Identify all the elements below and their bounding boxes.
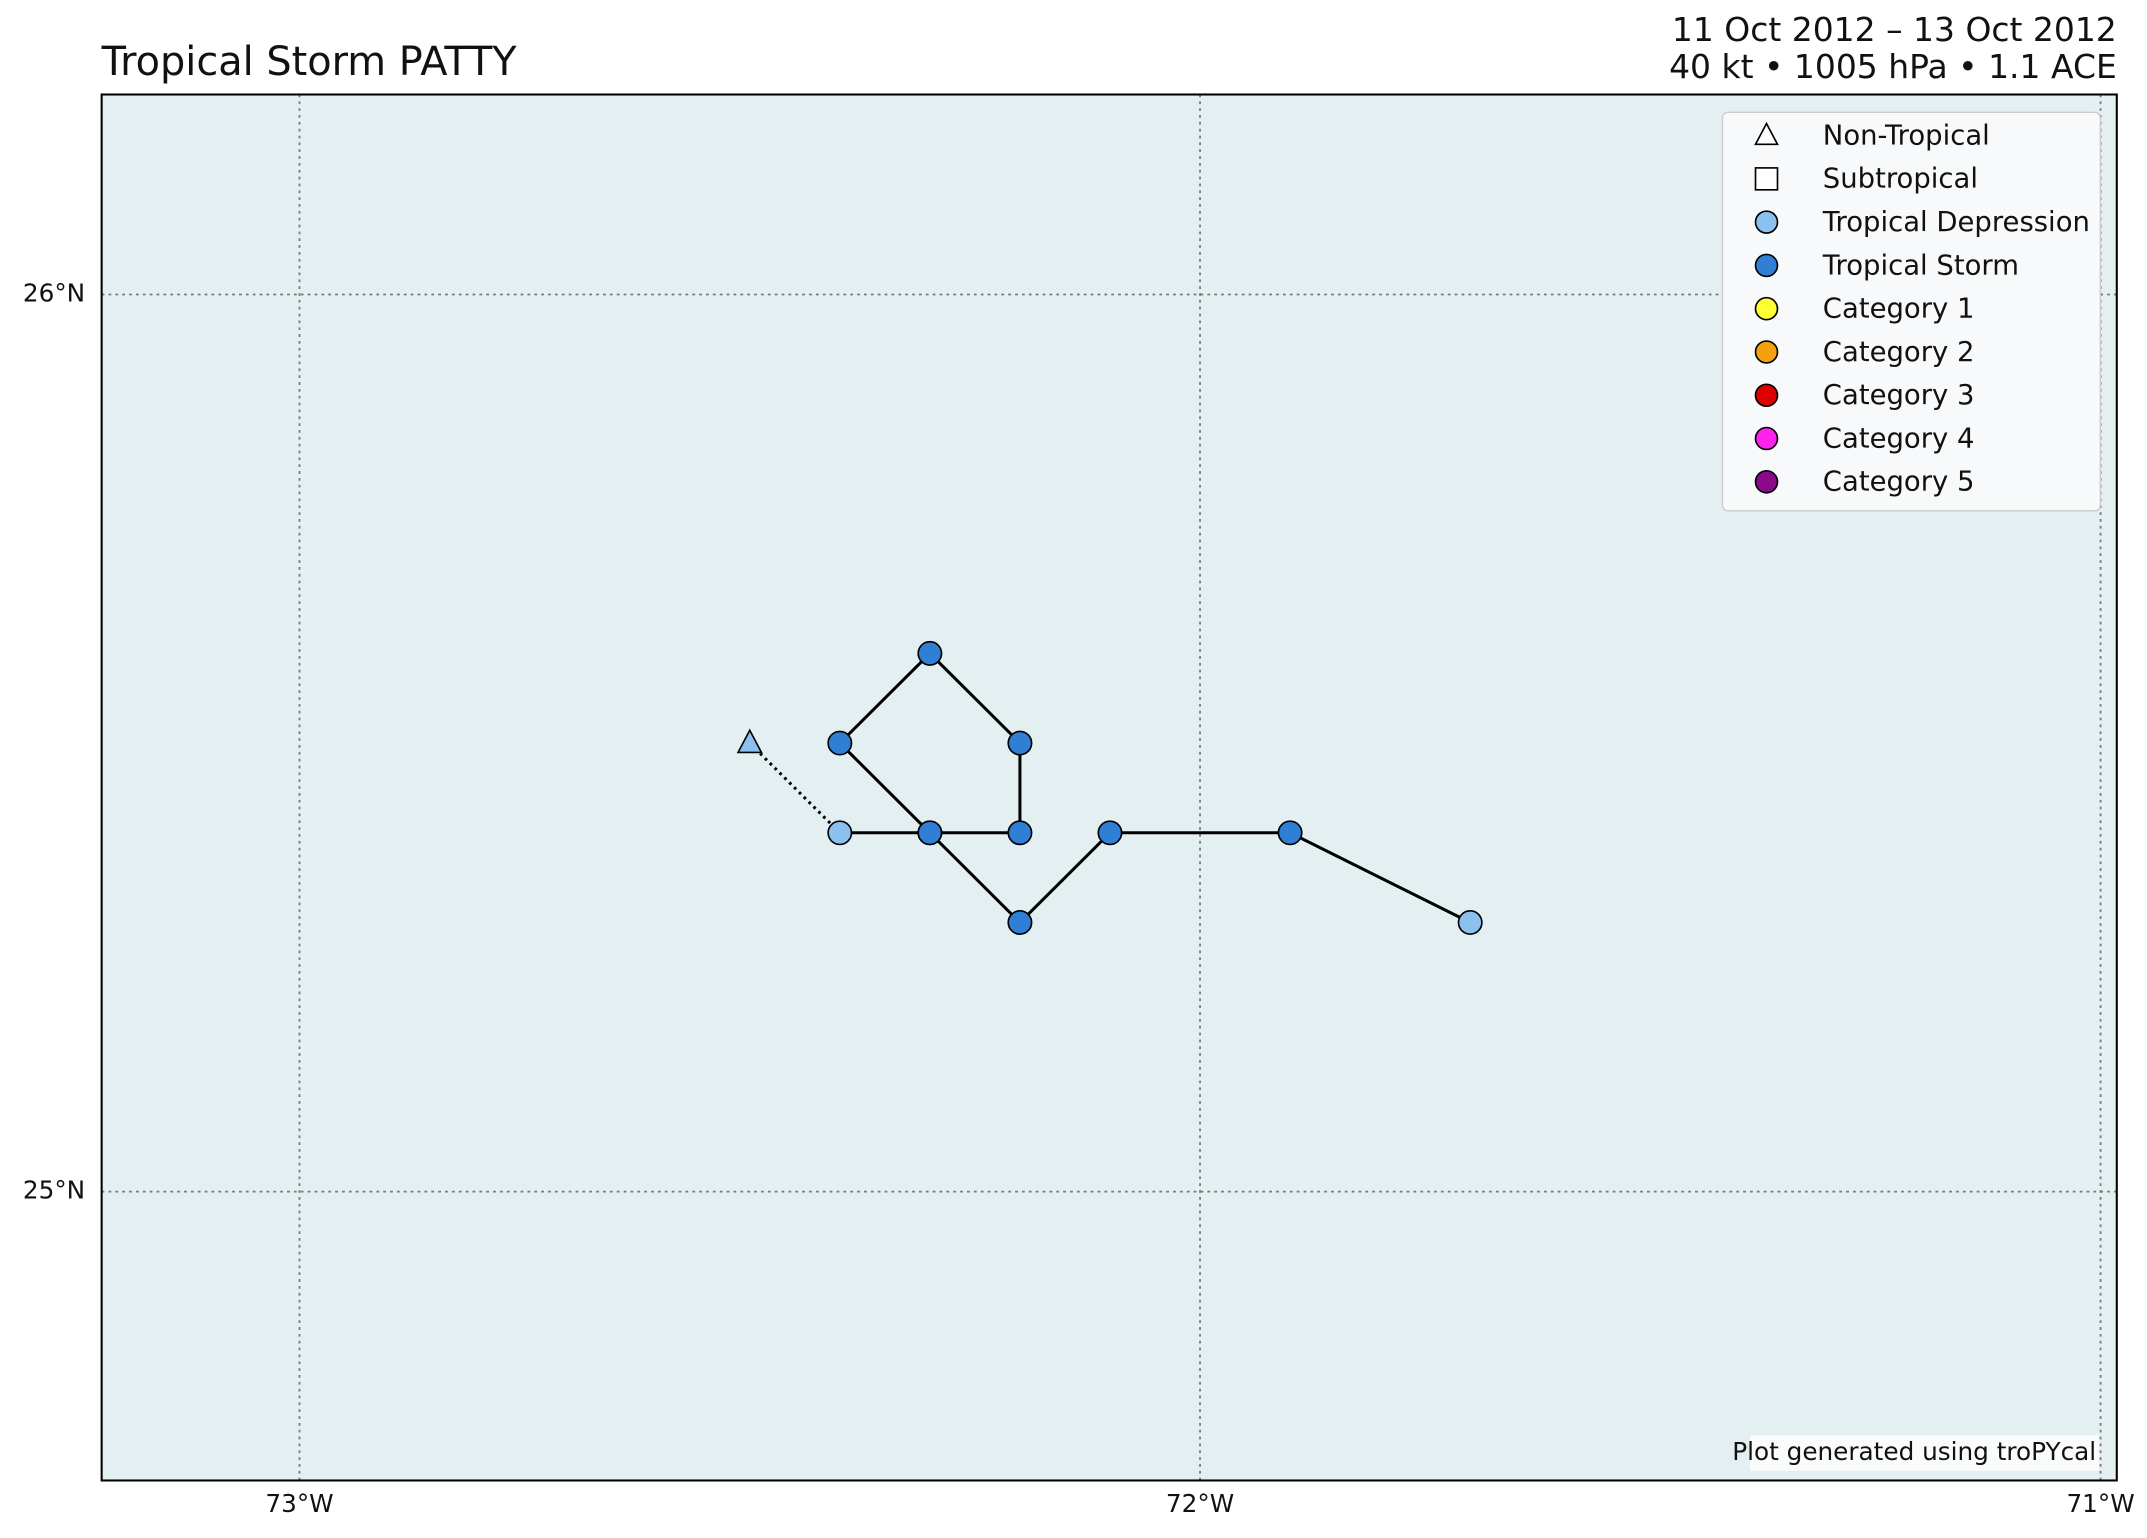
circle-marker [917, 640, 943, 666]
x-tick-label: 71°W [2066, 1489, 2134, 1518]
circle-marker [1754, 470, 1779, 494]
circle-marker [1754, 340, 1779, 364]
x-tick-label: 73°W [265, 1489, 333, 1518]
subtitle: 40 kt • 1005 hPa • 1.1 ACE [1669, 47, 2117, 86]
track-line [748, 742, 841, 834]
legend-label: Tropical Depression [1822, 207, 2090, 238]
legend-label: Tropical Storm [1822, 250, 2019, 281]
circle-marker [1754, 210, 1779, 234]
circle-marker [917, 820, 943, 846]
chart-title: Tropical Storm PATTY [101, 39, 518, 85]
circle-marker [1277, 820, 1303, 846]
footnote: Plot generated using troPYcal [1732, 1437, 2096, 1466]
circle-marker [827, 820, 853, 846]
circle-marker [1754, 426, 1779, 451]
grid [101, 94, 2117, 1481]
circle-marker [1457, 910, 1483, 935]
triangle-marker [1754, 121, 1779, 146]
circle-marker [1754, 253, 1779, 278]
legend-label: Category 5 [1823, 467, 1975, 498]
x-tick-label: 72°W [1166, 1489, 1234, 1518]
circle-marker [1097, 820, 1123, 846]
legend-label: Category 4 [1823, 423, 1975, 454]
circle-marker [827, 730, 853, 756]
subtitle: 11 Oct 2012 – 13 Oct 2012 [1672, 10, 2117, 49]
circle-marker [1007, 910, 1033, 935]
legend [1721, 111, 2101, 512]
circle-marker [1007, 820, 1033, 846]
circle-marker [1007, 730, 1033, 756]
legend-label: Subtropical [1823, 164, 1978, 195]
plot-frame [100, 93, 2118, 1482]
y-tick-label: 25°N [23, 1176, 85, 1205]
legend-entries: Non-Tropical Subtropical Tropical Depressi… [1754, 120, 2090, 498]
circle-marker [1754, 296, 1779, 321]
track [736, 640, 1483, 935]
footnote-bg [1750, 1435, 2099, 1471]
legend-label: Category 3 [1823, 380, 1975, 411]
y-tick-label: 26°N [23, 279, 85, 308]
square-marker [1754, 167, 1779, 191]
legend-label: Category 2 [1823, 337, 1975, 368]
legend-label: Category 1 [1823, 294, 1975, 325]
legend-label: Non-Tropical [1823, 120, 1990, 151]
triangle-marker [736, 728, 763, 754]
circle-marker [1754, 383, 1779, 408]
